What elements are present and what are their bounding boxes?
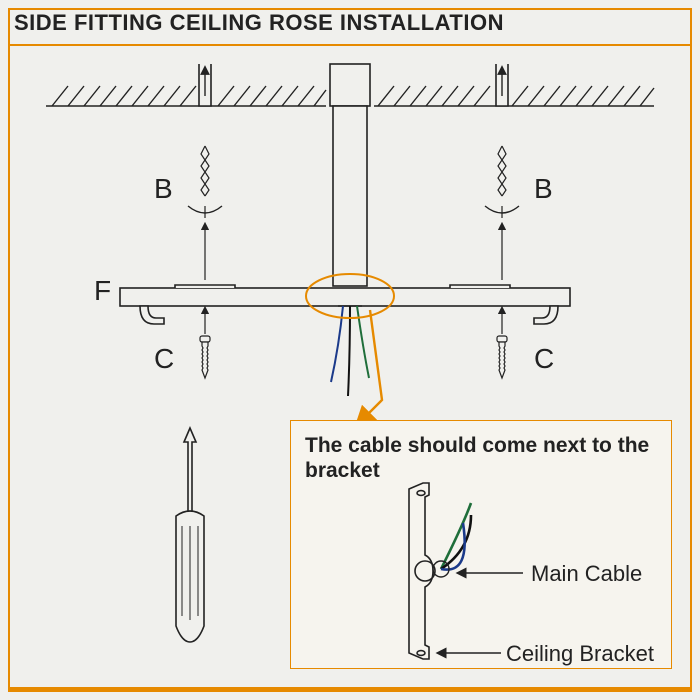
label-C-left: C [154,343,174,374]
anchor-hole-right [496,64,508,106]
label-C-right: C [534,343,554,374]
ceiling-bracket-icon [409,483,435,659]
screwdriver-icon [176,428,204,642]
screw-left [200,310,210,378]
callout-title: The cable should come next to the bracke… [291,421,671,487]
label-B-right: B [534,173,553,204]
label-B-left: B [154,173,173,204]
anchor-hole-left [199,64,211,106]
callout-box: The cable should come next to the bracke… [290,420,672,669]
label-main-cable: Main Cable [531,561,642,586]
wall-anchor-left [188,146,222,280]
label-F: F [94,275,111,306]
label-ceiling-bracket: Ceiling Bracket [506,641,654,666]
wall-anchor-right [485,146,519,280]
page-title: SIDE FITTING CEILING ROSE INSTALLATION [0,0,700,44]
junction-box [330,64,370,286]
bottom-rule [10,687,690,690]
screw-right [497,310,507,378]
title-rule [10,44,690,46]
cables [331,306,369,396]
callout-diagram: Main Cable Ceiling Bracket [291,481,671,667]
mini-cables [433,503,471,577]
diagram-page: SIDE FITTING CEILING ROSE INSTALLATION [0,0,700,700]
callout-pointer [362,310,382,420]
